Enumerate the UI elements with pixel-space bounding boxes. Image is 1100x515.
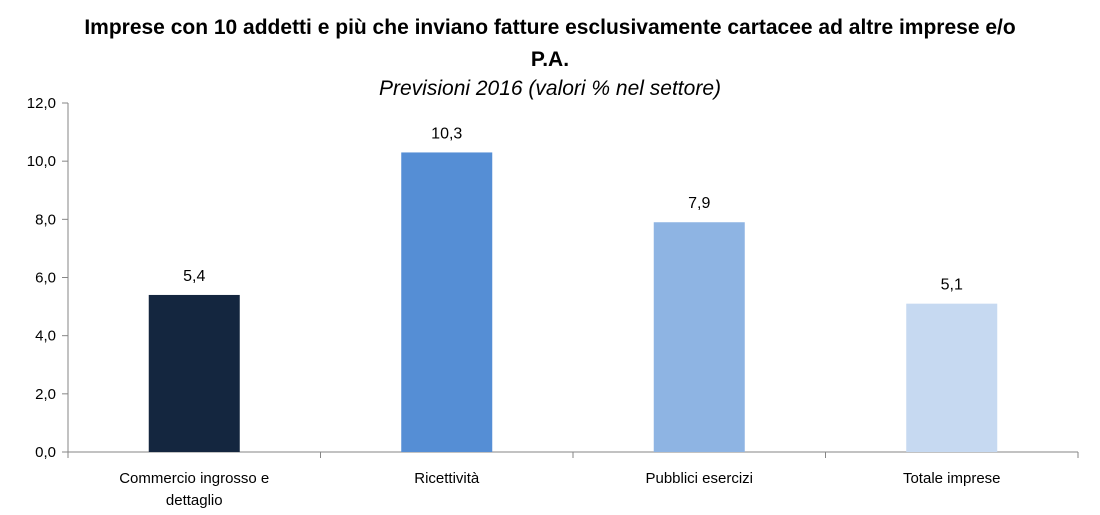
bar [401,152,493,453]
x-category-label: dettaglio [166,492,223,509]
data-label: 5,1 [941,277,963,294]
y-tick-label: 10,0 [27,153,56,170]
y-tick-label: 2,0 [35,386,56,403]
chart-title-line-1: Imprese con 10 addetti e più che inviano… [84,16,1016,39]
y-tick-label: 4,0 [35,328,56,345]
bar [906,303,998,452]
data-label: 7,9 [688,195,710,212]
y-tick-label: 12,0 [27,95,56,112]
data-label: 5,4 [183,268,205,285]
x-category-label: Pubblici esercizi [645,470,753,487]
chart-title-line-2: P.A. [530,48,570,71]
chart-subtitle: Previsioni 2016 (valori % nel settore) [379,77,721,100]
y-tick-label: 0,0 [35,444,56,461]
chart-title: Imprese con 10 addetti e più che inviano… [0,12,1100,76]
y-tick-label: 8,0 [35,211,56,228]
y-tick-label: 6,0 [35,270,56,287]
bar [148,294,240,452]
data-label: 10,3 [431,125,462,142]
x-category-label: Totale imprese [903,470,1001,487]
x-category-label: Commercio ingrosso e [119,470,269,487]
x-category-label: Ricettività [414,470,480,487]
bar [653,222,745,452]
